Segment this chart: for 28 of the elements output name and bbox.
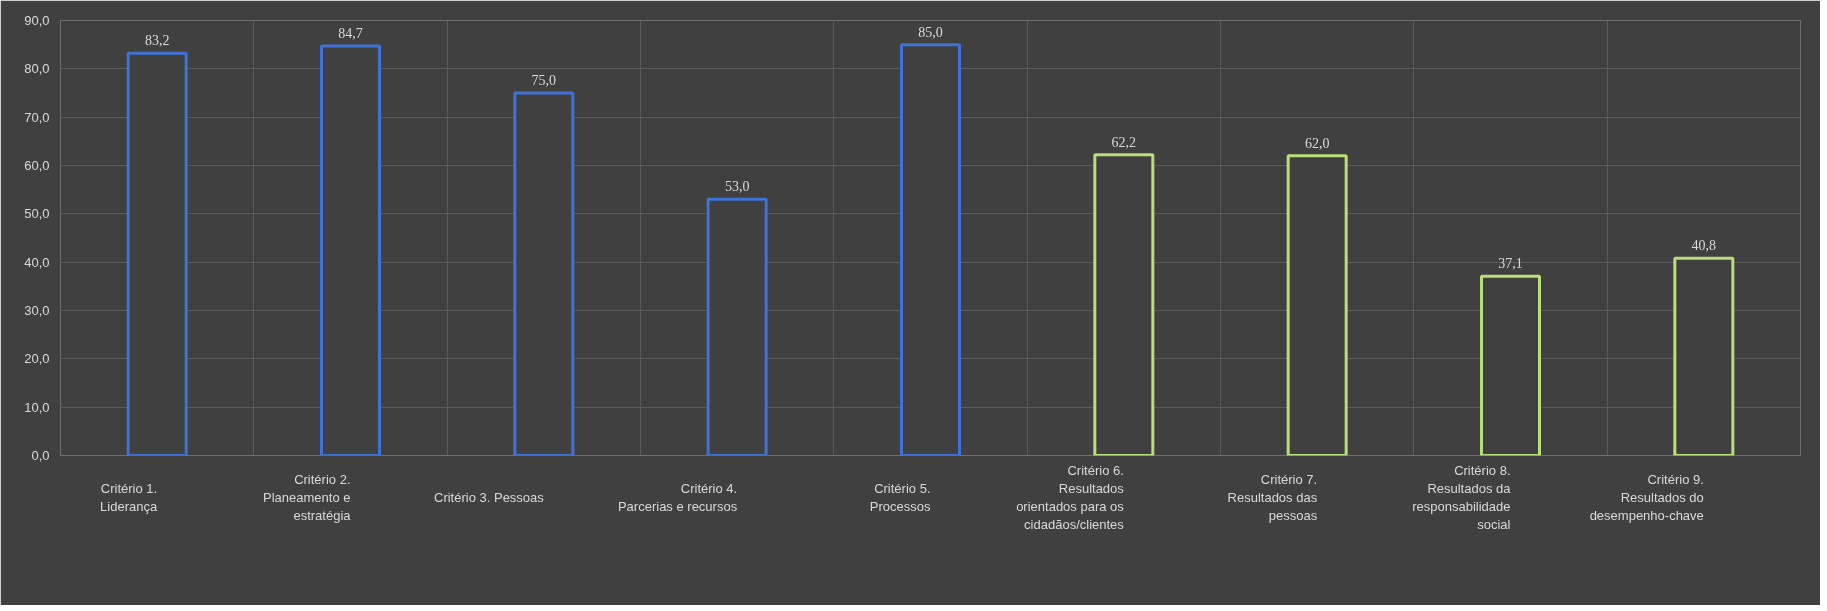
x-tick-label: Critério 4. Parcerias e recursos xyxy=(617,481,738,514)
x-tick-label: Critério 6. Resultados orientados para os cidadãos/clientes xyxy=(1016,463,1125,532)
data-label: 53,0 xyxy=(724,179,750,195)
y-tick-label: 70,0 xyxy=(24,109,50,125)
x-tick-label: Critério 3. Pessoas xyxy=(434,490,545,505)
x-tick-label: Critério 2. Planeamento e estratégia xyxy=(263,472,352,523)
y-tick-label: 0,0 xyxy=(31,448,50,463)
data-label: 85,0 xyxy=(918,24,943,40)
data-label: 84,7 xyxy=(338,26,363,42)
data-label: 83,2 xyxy=(144,33,170,49)
y-tick-label: 10,0 xyxy=(24,399,50,415)
x-tick-label: Critério 1. Liderança xyxy=(100,481,158,514)
y-tick-label: 90,0 xyxy=(24,13,50,28)
x-tick-label: Critério 7. Resultados das pessoas xyxy=(1227,472,1318,523)
data-label: 62,0 xyxy=(1304,135,1330,151)
x-tick-label: Critério 8. Resultados da responsabilidade social xyxy=(1412,463,1512,532)
x-tick-label: Critério 9. Resultados do desempenho-chave xyxy=(1589,472,1704,523)
data-label: 37,1 xyxy=(1498,256,1523,272)
y-tick-label: 60,0 xyxy=(24,158,50,173)
y-tick-label: 80,0 xyxy=(24,61,50,77)
data-label: 75,0 xyxy=(531,73,557,88)
y-tick-label: 50,0 xyxy=(24,206,50,222)
y-tick-label: 40,0 xyxy=(24,254,50,270)
data-label: 62,2 xyxy=(1111,134,1137,150)
y-tick-label: 20,0 xyxy=(24,351,50,367)
x-tick-label: Critério 5. Processos xyxy=(869,481,931,514)
y-tick-label: 30,0 xyxy=(24,303,50,318)
data-label: 40,8 xyxy=(1691,238,1717,254)
